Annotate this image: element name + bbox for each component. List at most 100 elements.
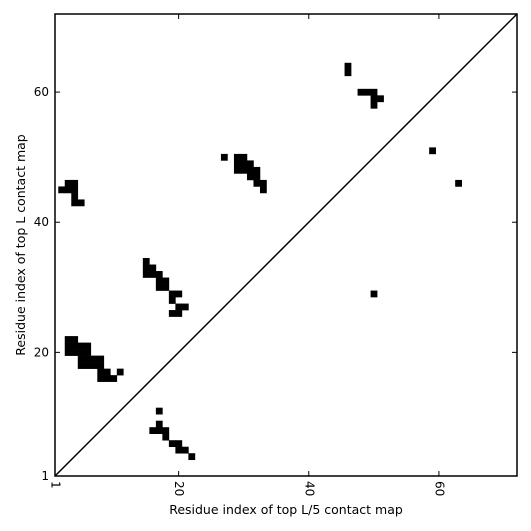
contact-cell-upper — [155, 271, 163, 278]
contact-cell-upper — [142, 271, 150, 278]
contact-cell-lower — [149, 427, 157, 435]
contact-cell-upper — [259, 179, 267, 187]
contact-cell-upper — [246, 160, 254, 168]
contact-cell-upper — [370, 88, 378, 96]
contact-cell-upper — [175, 310, 183, 317]
contact-cell-upper — [155, 284, 163, 291]
axis-ticks: 1 20 40 60 1 20 40 60 — [34, 14, 517, 496]
x-tick-label: 40 — [302, 481, 316, 496]
contact-cell-upper — [168, 297, 176, 304]
contact-cell-upper — [71, 179, 79, 187]
contact-cell-lower — [155, 420, 163, 428]
contact-cell-upper — [357, 88, 365, 96]
contact-cell-upper — [370, 101, 378, 109]
contact-cell-upper — [240, 160, 248, 168]
contact-cell-upper — [181, 303, 189, 311]
contact-cell-upper — [77, 355, 85, 363]
contact-cell-upper — [149, 271, 157, 278]
contact-cell-upper — [116, 368, 124, 376]
contact-cell-upper — [344, 69, 352, 77]
contact-cell-upper — [233, 153, 241, 161]
contact-cell-upper — [84, 349, 92, 356]
contact-cell-upper — [97, 375, 105, 382]
contact-cell-upper — [364, 88, 371, 96]
x-tick-label: 1 — [49, 481, 63, 489]
y-tick-label: 20 — [34, 345, 49, 359]
contact-cell-upper — [220, 153, 228, 161]
plot-frame — [54, 13, 518, 477]
x-axis-label: Residue index of top L/5 contact map — [169, 502, 403, 517]
contact-cell-upper — [110, 375, 118, 382]
contact-cell-upper — [162, 284, 170, 291]
contact-cell-upper — [253, 173, 261, 181]
contact-cell-upper — [175, 303, 183, 311]
contact-cell-upper — [142, 264, 150, 272]
contact-cell-upper — [58, 186, 66, 194]
contact-cell-upper — [97, 368, 105, 376]
contact-cell-upper — [155, 277, 163, 285]
diagonal-line — [54, 13, 518, 477]
contact-cell-upper — [162, 277, 170, 285]
contact-cell-upper — [429, 147, 436, 155]
contact-cell-upper — [64, 179, 72, 187]
y-tick-label: 40 — [34, 215, 49, 229]
contact-cell-upper — [240, 166, 248, 174]
contact-cell-upper — [71, 192, 79, 200]
y-axis-label: Residue index of top L contact map — [13, 134, 28, 355]
x-tick-label: 20 — [172, 481, 186, 496]
contact-cell-upper — [71, 349, 79, 356]
contact-cell-lower — [181, 446, 189, 454]
contact-cell-upper — [84, 362, 92, 369]
contact-cell-upper — [64, 336, 72, 343]
contact-cell-upper — [344, 62, 352, 70]
contact-cell-upper — [84, 355, 92, 363]
contact-cell-upper — [377, 95, 384, 103]
y-tick-label: 1 — [41, 469, 49, 483]
contact-cell-upper — [77, 199, 85, 207]
contact-cell-upper — [246, 166, 254, 174]
contact-cell-lower — [155, 427, 163, 435]
contact-cell-upper — [90, 362, 98, 369]
contact-cell-upper — [168, 310, 176, 317]
contact-cell-upper — [77, 342, 85, 350]
contact-cell-upper — [71, 199, 79, 207]
contact-cell-upper — [246, 173, 254, 181]
contact-cell-upper — [175, 290, 183, 298]
contact-cell-upper — [259, 186, 267, 194]
contact-cell-upper — [103, 375, 111, 382]
contact-cell-upper — [97, 362, 105, 369]
contact-cell-lower — [188, 453, 196, 461]
contact-cell-upper — [142, 258, 150, 265]
contact-cell-upper — [149, 264, 157, 272]
contact-cell-upper — [84, 342, 92, 350]
contact-cell-upper — [253, 179, 261, 187]
contact-cell-lower — [162, 427, 170, 435]
contact-cell-lower — [155, 407, 163, 415]
contact-cell-upper — [103, 368, 111, 376]
contact-cell-upper — [64, 186, 72, 194]
contact-cell-upper — [77, 362, 85, 369]
x-tick-label: 60 — [432, 481, 446, 496]
contact-cell-upper — [240, 153, 248, 161]
contact-cell-upper — [370, 95, 378, 103]
contact-cell-upper — [168, 290, 176, 298]
contact-cells — [58, 62, 462, 461]
contact-cell-upper — [233, 160, 241, 168]
contact-cell-upper — [71, 336, 79, 343]
contact-cell-upper — [233, 166, 241, 174]
contact-cell-upper — [64, 342, 72, 350]
contact-cell-lower — [168, 440, 176, 448]
contact-cell-upper — [90, 355, 98, 363]
contact-cell-upper — [97, 355, 105, 363]
contact-cell-upper — [71, 342, 79, 350]
contact-cell-lower — [175, 440, 183, 448]
contact-cell-lower — [175, 446, 183, 454]
contact-cell-lower — [162, 433, 170, 441]
contact-cell-upper — [253, 166, 261, 174]
y-tick-label: 60 — [34, 85, 49, 99]
contact-cell-upper — [77, 349, 85, 356]
contact-cell-upper — [71, 186, 79, 194]
contact-cell-upper — [455, 179, 462, 187]
contact-cell-upper — [64, 349, 72, 356]
